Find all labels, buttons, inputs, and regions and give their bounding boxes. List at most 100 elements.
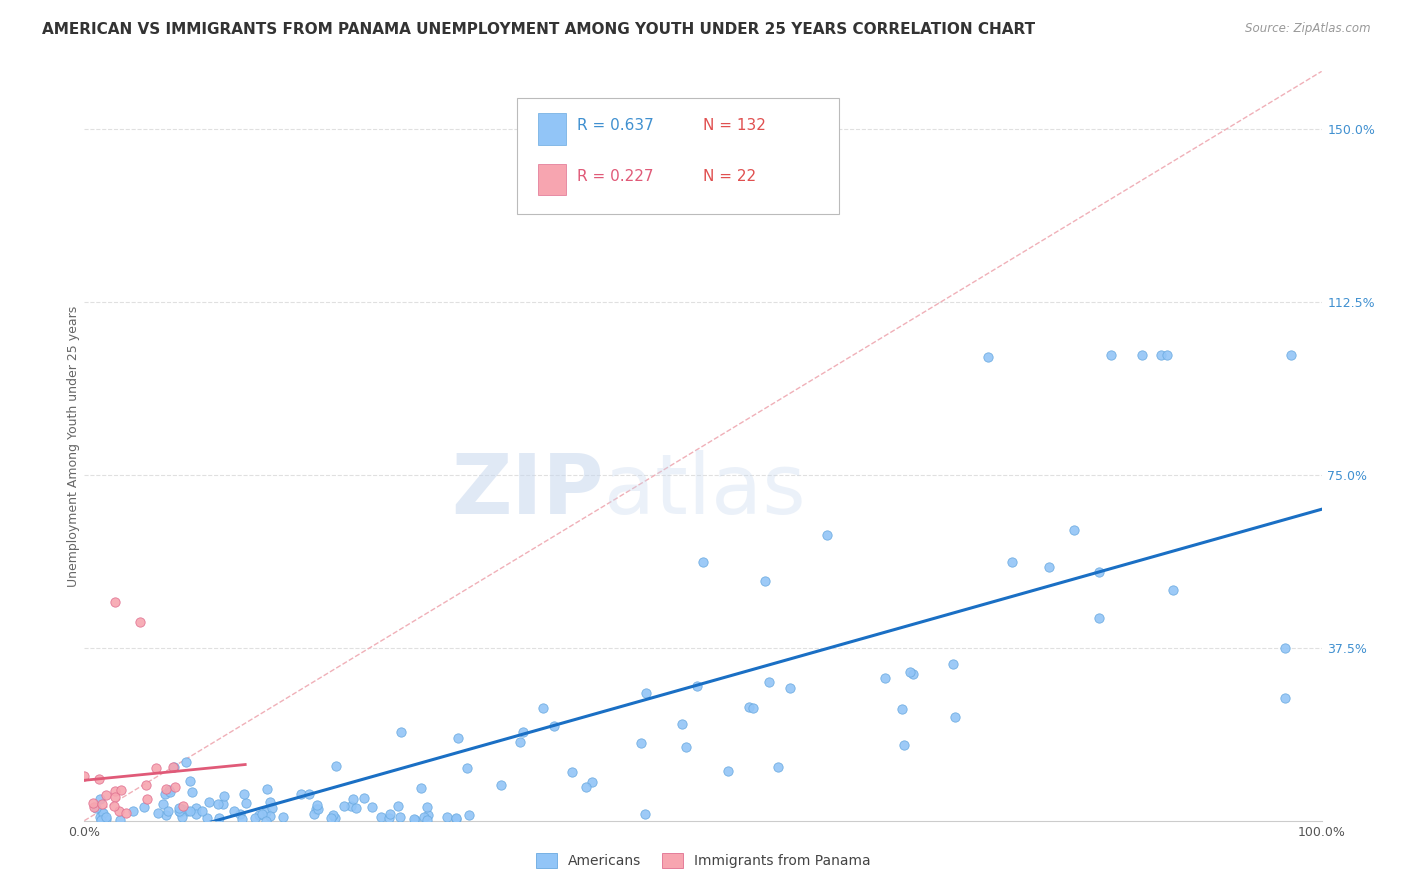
Text: R = 0.227: R = 0.227 <box>576 169 654 184</box>
Point <box>129 615 152 630</box>
Point <box>136 792 159 806</box>
Point <box>323 811 346 825</box>
Point <box>738 700 761 714</box>
Point <box>84 801 107 815</box>
Point <box>89 792 111 806</box>
Point <box>447 731 470 745</box>
Point <box>208 811 231 825</box>
Point <box>104 784 127 798</box>
Point <box>176 804 198 818</box>
Point <box>1099 348 1122 362</box>
Point <box>224 804 246 818</box>
Point <box>387 799 409 814</box>
Point <box>305 801 328 815</box>
Point <box>342 791 364 805</box>
Point <box>170 810 193 824</box>
Point <box>1001 556 1024 570</box>
Point <box>91 805 114 820</box>
Point <box>152 797 174 812</box>
Y-axis label: Unemployment Among Youth under 25 years: Unemployment Among Youth under 25 years <box>66 305 80 587</box>
Point <box>404 813 426 827</box>
Text: atlas: atlas <box>605 450 806 532</box>
Point <box>153 787 176 801</box>
Point <box>898 665 921 679</box>
Point <box>159 785 181 799</box>
Point <box>1038 560 1060 574</box>
Point <box>155 808 177 822</box>
Point <box>212 789 235 803</box>
Point <box>754 574 776 588</box>
Point <box>195 811 218 825</box>
Point <box>1130 348 1153 362</box>
Point <box>353 791 375 805</box>
Point <box>758 675 780 690</box>
Point <box>1088 611 1111 625</box>
Point <box>162 759 184 773</box>
Point <box>416 799 439 814</box>
FancyBboxPatch shape <box>517 97 839 214</box>
Point <box>509 734 531 748</box>
Point <box>256 782 278 797</box>
Point <box>741 701 763 715</box>
Point <box>543 719 565 733</box>
Point <box>630 736 652 750</box>
Text: N = 132: N = 132 <box>703 118 766 133</box>
Point <box>104 789 127 804</box>
Point <box>73 769 96 783</box>
Point <box>370 810 392 824</box>
Point <box>156 804 179 818</box>
Point <box>115 805 138 820</box>
Point <box>262 801 284 815</box>
Point <box>135 778 157 792</box>
Point <box>91 797 114 811</box>
Point <box>235 796 257 810</box>
Point <box>145 760 167 774</box>
Point <box>717 764 740 778</box>
Point <box>94 813 117 827</box>
Point <box>259 809 281 823</box>
Point <box>893 738 915 752</box>
Point <box>243 811 266 825</box>
Point <box>340 798 363 813</box>
Point <box>634 807 657 822</box>
Point <box>779 681 801 696</box>
Point <box>634 686 657 700</box>
FancyBboxPatch shape <box>538 113 565 145</box>
Point <box>155 782 177 797</box>
Legend: Americans, Immigrants from Panama: Americans, Immigrants from Panama <box>530 847 876 873</box>
Point <box>333 798 356 813</box>
Point <box>456 761 478 775</box>
Point <box>322 808 344 822</box>
Point <box>231 813 253 827</box>
Point <box>404 812 426 826</box>
Point <box>233 787 256 801</box>
Text: Source: ZipAtlas.com: Source: ZipAtlas.com <box>1246 22 1371 36</box>
Point <box>901 667 924 681</box>
Point <box>389 725 412 739</box>
Point <box>169 804 191 818</box>
Point <box>416 808 439 822</box>
Point <box>104 594 127 608</box>
Point <box>671 717 693 731</box>
Point <box>191 804 214 818</box>
Point <box>169 805 191 820</box>
Point <box>87 772 110 787</box>
Point <box>108 813 131 827</box>
Point <box>90 814 112 828</box>
Point <box>457 807 479 822</box>
Point <box>103 798 125 813</box>
Point <box>172 798 194 813</box>
Point <box>167 801 190 815</box>
Point <box>180 785 202 799</box>
Point <box>157 783 180 797</box>
Point <box>377 811 399 825</box>
Point <box>1063 523 1085 537</box>
Point <box>302 807 325 822</box>
Point <box>976 350 998 364</box>
Text: R = 0.637: R = 0.637 <box>576 118 654 133</box>
Point <box>207 797 229 811</box>
Point <box>512 725 534 739</box>
Point <box>942 657 965 671</box>
Text: ZIP: ZIP <box>451 450 605 532</box>
Point <box>319 811 342 825</box>
